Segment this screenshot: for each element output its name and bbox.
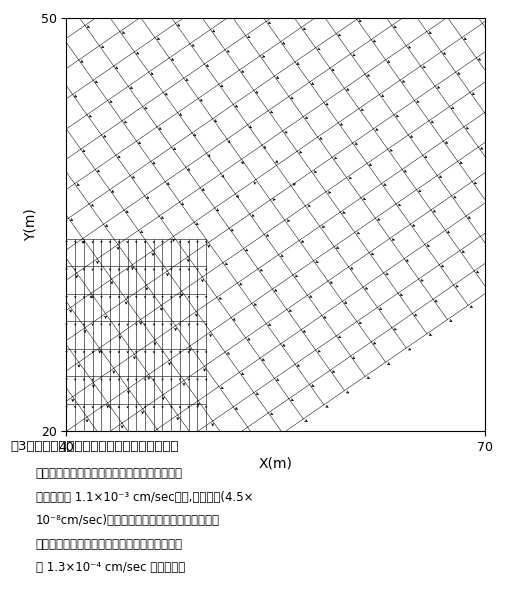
Text: 水部（最大 1.1×10⁻³ cm/sec）と,低透水部(4.5×: 水部（最大 1.1×10⁻³ cm/sec）と,低透水部(4.5× (36, 491, 253, 504)
Text: 値 1.3×10⁻⁴ cm/sec を用いた。: 値 1.3×10⁻⁴ cm/sec を用いた。 (36, 561, 185, 574)
Text: 図3　地表面直下における地下水流速ベクトル: 図3 地表面直下における地下水流速ベクトル (10, 440, 179, 453)
X-axis label: X(m): X(m) (259, 456, 293, 471)
Text: 備考：和泉層群の風化砂岩・頁岩であり、高透: 備考：和泉層群の風化砂岩・頁岩であり、高透 (36, 468, 183, 480)
Y-axis label: Y(m): Y(m) (24, 208, 38, 241)
Text: である。全体的には均一として透水係数の平均: である。全体的には均一として透水係数の平均 (36, 538, 183, 551)
Text: 10⁻⁸cm/sec)が交錯して出現し、地層区分は困難: 10⁻⁸cm/sec)が交錯して出現し、地層区分は困難 (36, 514, 220, 527)
